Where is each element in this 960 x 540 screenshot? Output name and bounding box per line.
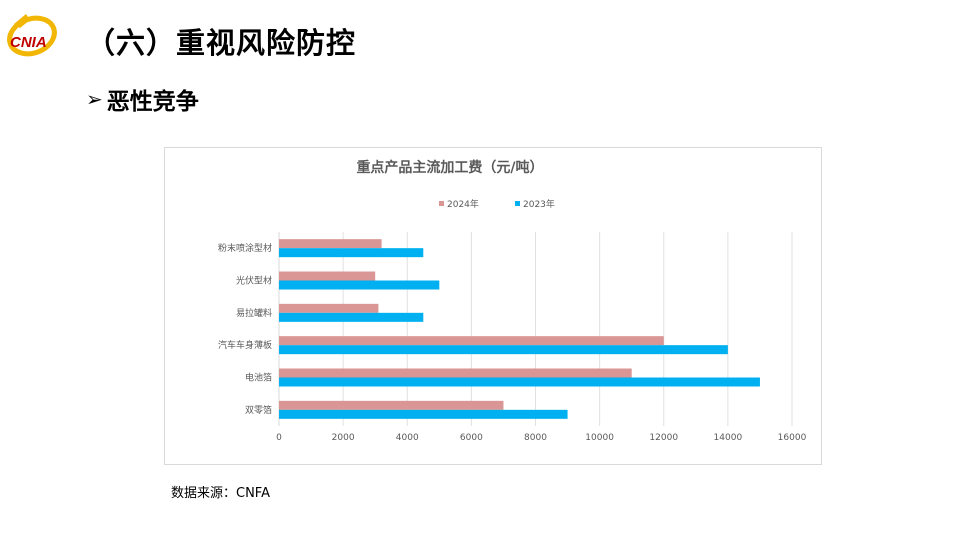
bar-2024 [279, 239, 382, 249]
x-tick-label: 4000 [396, 433, 419, 443]
bar-2023 [279, 248, 424, 258]
bar-2024 [279, 271, 376, 281]
bar-2023 [279, 377, 760, 387]
x-tick-label: 16000 [778, 433, 807, 443]
bar-2023 [279, 345, 728, 355]
category-label: 粉末喷涂型材 [218, 242, 272, 254]
category-label: 光伏型材 [236, 275, 272, 287]
svg-text:CNIA: CNIA [10, 34, 47, 51]
legend-label-2: 2023年 [523, 198, 555, 210]
category-label: 汽车车身薄板 [218, 339, 272, 351]
bar-2024 [279, 336, 664, 346]
category-label: 电池箔 [245, 372, 272, 384]
cnia-logo: CNIA [4, 10, 64, 58]
x-tick-label: 14000 [714, 433, 743, 443]
x-tick-label: 12000 [649, 433, 678, 443]
legend-swatch-1 [439, 201, 444, 206]
x-tick-label: 10000 [585, 433, 614, 443]
arrow-bullet-icon: ➢ [86, 87, 103, 111]
bar-chart: 重点产品主流加工费（元/吨） 2024年 2023年 0 2000 4000 6000 800… [218, 159, 807, 443]
chart-title: 重点产品主流加工费（元/吨） [356, 159, 543, 176]
slide-title: （六）重视风险防控 [86, 26, 357, 60]
legend-label-1: 2024年 [447, 198, 479, 210]
chart-container: 重点产品主流加工费（元/吨） 2024年 2023年 0 2000 4000 6000 800… [164, 147, 822, 465]
bar-2023 [279, 409, 568, 419]
section-heading: ➢ 恶性竞争 [86, 82, 199, 116]
category-label: 易拉罐料 [236, 307, 272, 319]
source-note: 数据来源：CNFA [171, 486, 270, 501]
x-tick-label: 8000 [524, 433, 547, 443]
bar-2023 [279, 280, 440, 290]
x-tick-label: 0 [276, 433, 282, 443]
legend-swatch-2 [515, 201, 520, 206]
bar-2023 [279, 312, 424, 322]
section-heading-text: 恶性竞争 [106, 89, 199, 115]
x-tick-label: 2000 [332, 433, 355, 443]
bar-2024 [279, 303, 379, 313]
category-label: 双零箔 [245, 404, 272, 416]
bar-2024 [279, 400, 504, 410]
x-tick-label: 6000 [460, 433, 483, 443]
bar-2024 [279, 368, 632, 378]
